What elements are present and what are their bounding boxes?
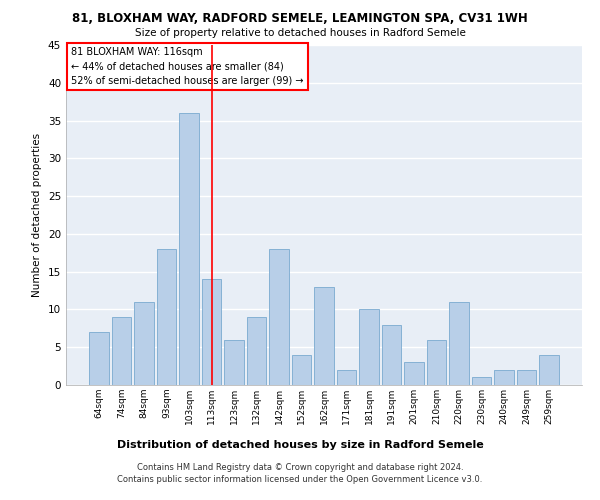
Bar bbox=[224, 340, 244, 385]
Text: 81, BLOXHAM WAY, RADFORD SEMELE, LEAMINGTON SPA, CV31 1WH: 81, BLOXHAM WAY, RADFORD SEMELE, LEAMING… bbox=[72, 12, 528, 26]
Bar bbox=[382, 324, 401, 385]
Bar bbox=[359, 310, 379, 385]
Text: Distribution of detached houses by size in Radford Semele: Distribution of detached houses by size … bbox=[116, 440, 484, 450]
Bar bbox=[427, 340, 446, 385]
Text: 81 BLOXHAM WAY: 116sqm
← 44% of detached houses are smaller (84)
52% of semi-det: 81 BLOXHAM WAY: 116sqm ← 44% of detached… bbox=[71, 46, 304, 86]
Bar bbox=[472, 378, 491, 385]
Bar bbox=[292, 355, 311, 385]
Bar bbox=[157, 249, 176, 385]
Y-axis label: Number of detached properties: Number of detached properties bbox=[32, 133, 43, 297]
Bar bbox=[404, 362, 424, 385]
Bar bbox=[314, 287, 334, 385]
Text: Contains HM Land Registry data © Crown copyright and database right 2024.: Contains HM Land Registry data © Crown c… bbox=[137, 464, 463, 472]
Bar bbox=[134, 302, 154, 385]
Bar bbox=[89, 332, 109, 385]
Bar bbox=[539, 355, 559, 385]
Bar bbox=[202, 279, 221, 385]
Bar bbox=[179, 113, 199, 385]
Text: Size of property relative to detached houses in Radford Semele: Size of property relative to detached ho… bbox=[134, 28, 466, 38]
Bar bbox=[337, 370, 356, 385]
Bar bbox=[449, 302, 469, 385]
Bar bbox=[112, 317, 131, 385]
Bar bbox=[269, 249, 289, 385]
Bar bbox=[247, 317, 266, 385]
Text: Contains public sector information licensed under the Open Government Licence v3: Contains public sector information licen… bbox=[118, 475, 482, 484]
Bar bbox=[494, 370, 514, 385]
Bar bbox=[517, 370, 536, 385]
